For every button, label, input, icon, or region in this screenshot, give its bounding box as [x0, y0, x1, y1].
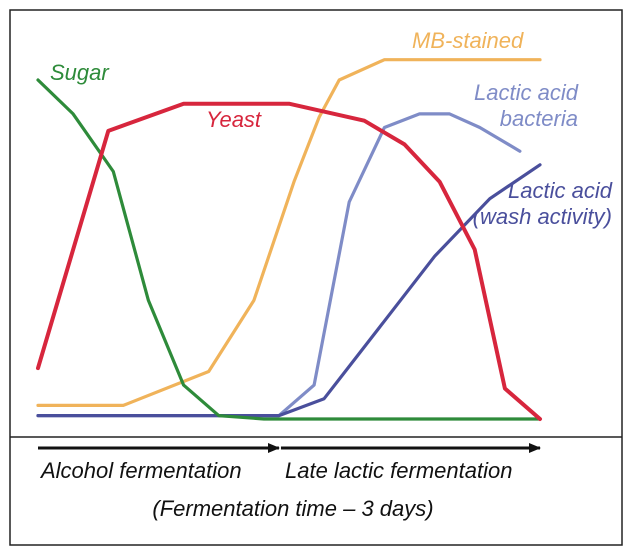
- series-line-sugar: [36, 78, 542, 421]
- series-label-sugar: Sugar: [50, 60, 110, 85]
- series-label-lactic-acid-wash-activity-line-1: Lactic acid: [508, 178, 613, 203]
- chart-frame: [9, 9, 623, 546]
- series-layer: [36, 58, 542, 421]
- series-line-yeast: [36, 101, 542, 421]
- series-label-lactic-acid-bacteria-line-1: Lactic acid: [474, 80, 579, 105]
- series-label-yeast: Yeast: [206, 107, 262, 132]
- series-line-mb-stained: [36, 58, 542, 407]
- phase-label-alcohol-fermentation: Alcohol fermentation: [39, 458, 242, 483]
- series-label-lactic-acid-bacteria-line-2: bacteria: [500, 106, 578, 131]
- phase-label-late-lactic-fermentation: Late lactic fermentation: [285, 458, 512, 483]
- series-label-mb-stained: MB-stained: [412, 28, 524, 53]
- x-axis-label: (Fermentation time – 3 days): [152, 496, 433, 521]
- phase-layer: Alcohol fermentation Late lactic fermenta…: [38, 443, 541, 483]
- series-label-lactic-acid-wash-activity-line-2: (wash activity): [473, 204, 612, 229]
